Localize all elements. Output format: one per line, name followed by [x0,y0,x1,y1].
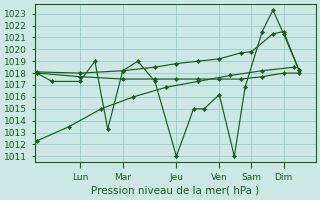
X-axis label: Pression niveau de la mer( hPa ): Pression niveau de la mer( hPa ) [91,186,260,196]
